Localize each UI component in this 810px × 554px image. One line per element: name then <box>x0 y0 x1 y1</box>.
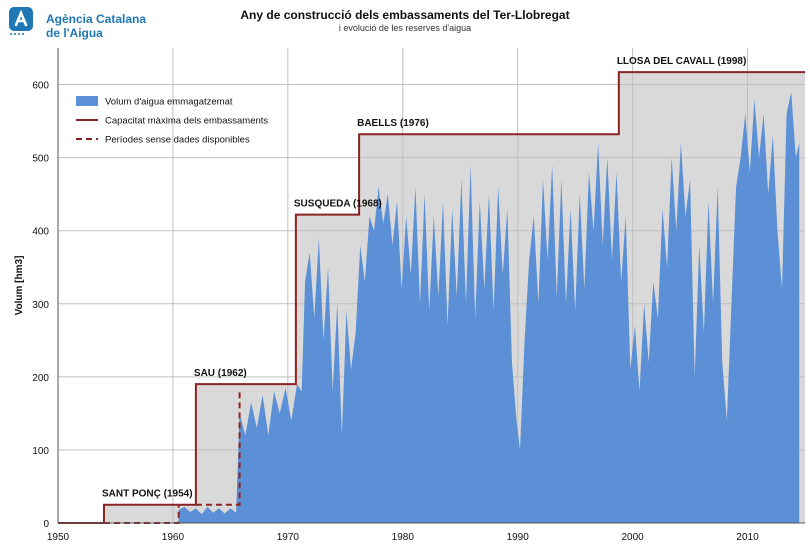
dam-label: SANT PONÇ (1954) <box>102 489 193 500</box>
dam-label: SUSQUEDA (1968) <box>294 199 382 210</box>
x-tick-label: 1970 <box>277 532 300 543</box>
dam-label: LLOSA DEL CAVALL (1998) <box>617 56 746 67</box>
y-tick-label: 400 <box>32 227 49 238</box>
legend: Volum d'aigua emmagatzemat Capacitat màxi… <box>76 96 268 146</box>
chart-title: Any de construcció dels embassaments del… <box>240 8 570 22</box>
dam-label: BAELLS (1976) <box>357 118 429 129</box>
x-tick-label: 2000 <box>621 532 644 543</box>
x-tick-label: 1990 <box>507 532 530 543</box>
logo-text-line2: de l'Aigua <box>46 26 103 40</box>
legend-label: Volum d'aigua emmagatzemat <box>105 97 233 108</box>
capacity-line <box>58 71 805 524</box>
data-areas <box>178 91 800 523</box>
legend-swatch-volume <box>76 96 98 106</box>
y-axis-label: Volum [hm3] <box>14 256 25 316</box>
x-tick-label: 1980 <box>392 532 415 543</box>
chart-subtitle: i evolució de les reserves d'aigua <box>338 23 472 33</box>
dam-labels: SANT PONÇ (1954) SAU (1962) SUSQUEDA (1968… <box>102 56 746 500</box>
axes: 1950 1960 1970 1980 1990 2000 2010 0 100 200 300 40… <box>14 48 805 543</box>
x-tick-label: 2010 <box>736 532 759 543</box>
logo-text-line1: Agència Catalana <box>46 12 147 26</box>
legend-label: Capacitat màxima dels embassaments <box>105 116 268 127</box>
x-tick-label: 1950 <box>47 532 70 543</box>
y-tick-label: 0 <box>43 519 49 530</box>
y-tick-label: 300 <box>32 300 49 311</box>
volume-area <box>178 91 800 523</box>
y-tick-label: 100 <box>32 446 49 457</box>
dam-label: SAU (1962) <box>194 368 247 379</box>
y-tick-label: 500 <box>32 154 49 165</box>
x-tick-label: 1960 <box>162 532 185 543</box>
y-tick-label: 600 <box>32 81 49 92</box>
logo: Agència Catalana de l'Aigua <box>6 4 166 44</box>
agency-logo-icon <box>9 7 33 35</box>
no-data-dashed-line <box>195 391 241 506</box>
y-tick-label: 200 <box>32 373 49 384</box>
legend-label: Períodes sense dades disponibles <box>105 135 250 146</box>
